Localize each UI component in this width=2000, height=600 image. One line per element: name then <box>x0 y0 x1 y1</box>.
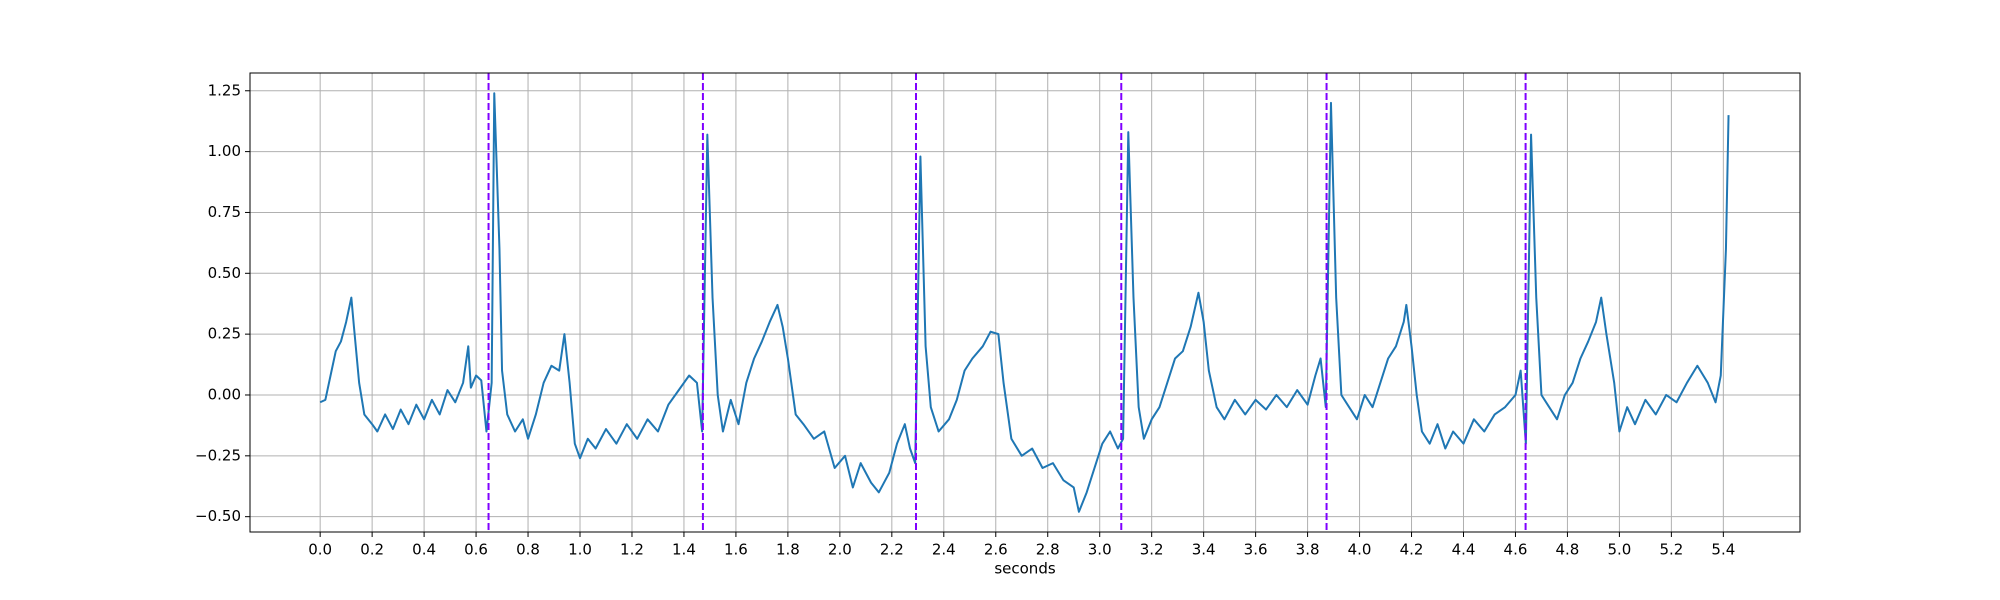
x-tick-label: 4.6 <box>1504 541 1528 559</box>
y-tick-label: −0.50 <box>195 507 241 525</box>
x-tick-label: 2.4 <box>932 541 956 559</box>
x-tick-label: 1.0 <box>568 541 592 559</box>
x-tick-label: 1.8 <box>776 541 800 559</box>
x-tick-label: 0.4 <box>412 541 436 559</box>
x-tick-label: 4.2 <box>1400 541 1424 559</box>
x-tick-label: 2.8 <box>1036 541 1060 559</box>
x-tick-label: 0.6 <box>464 541 488 559</box>
x-tick-label: 5.0 <box>1607 541 1631 559</box>
x-tick-label: 2.2 <box>880 541 904 559</box>
axes-frame <box>249 72 1801 533</box>
x-tick-label: 1.6 <box>724 541 748 559</box>
x-tick-label: 3.6 <box>1244 541 1268 559</box>
x-tick-label: 0.2 <box>360 541 384 559</box>
x-tick-label: 5.2 <box>1659 541 1683 559</box>
y-tick-label: 1.25 <box>208 81 241 99</box>
x-tick-label: 0.0 <box>308 541 332 559</box>
x-tick-label: 3.0 <box>1088 541 1112 559</box>
x-tick-label: 3.2 <box>1140 541 1164 559</box>
x-tick-label: 1.2 <box>620 541 644 559</box>
x-tick-label: 1.4 <box>672 541 696 559</box>
y-tick-label: 0.50 <box>208 264 241 282</box>
y-tick-label: −0.25 <box>195 446 241 464</box>
x-axis-label: seconds <box>994 560 1055 578</box>
y-tick-label: 0.25 <box>208 325 241 343</box>
x-tick-label: 2.0 <box>828 541 852 559</box>
x-tick-label: 5.4 <box>1711 541 1735 559</box>
y-tick-label: 1.00 <box>208 142 241 160</box>
x-tick-label: 0.8 <box>516 541 540 559</box>
x-tick-label: 4.0 <box>1348 541 1372 559</box>
x-tick-label: 4.4 <box>1452 541 1476 559</box>
signal-line <box>319 92 1730 513</box>
x-tick-label: 4.8 <box>1556 541 1580 559</box>
x-tick-label: 2.6 <box>984 541 1008 559</box>
y-tick-label: 0.75 <box>208 203 241 221</box>
y-tick-label: 0.00 <box>208 385 241 403</box>
x-tick-label: 3.8 <box>1296 541 1320 559</box>
x-tick-label: 3.4 <box>1192 541 1216 559</box>
